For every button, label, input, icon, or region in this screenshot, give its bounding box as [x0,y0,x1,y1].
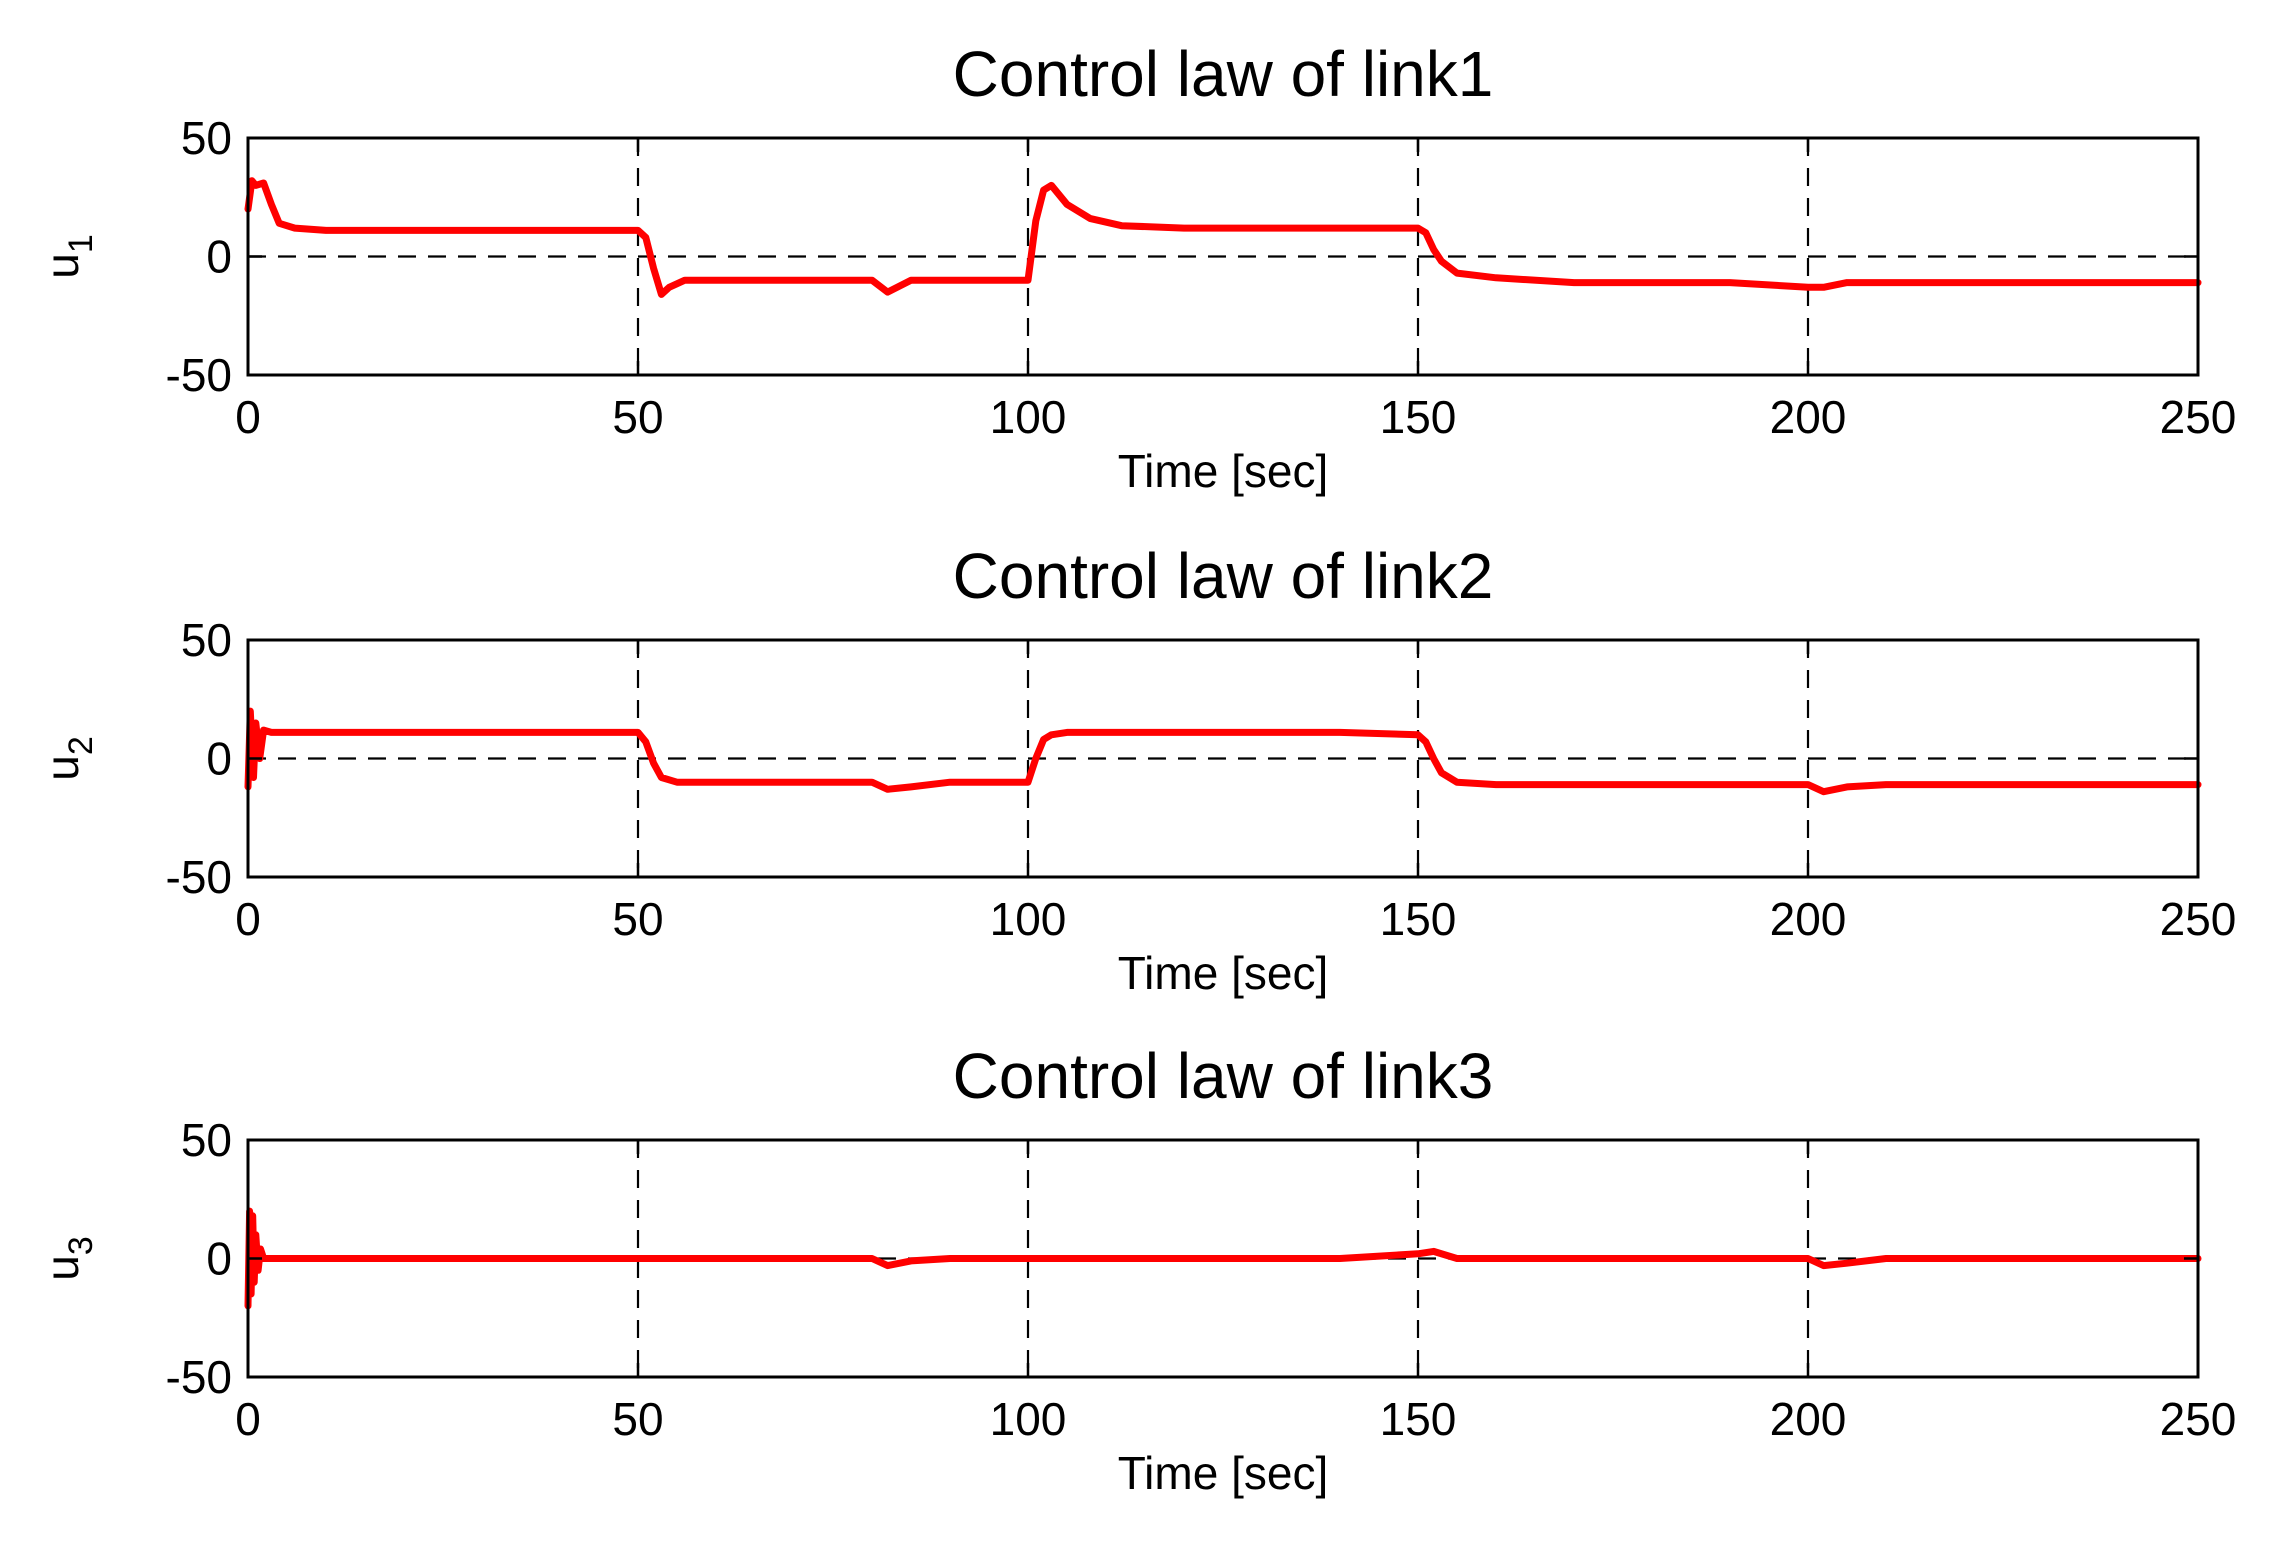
series-line [244,1207,2202,1310]
x-tick-label: 150 [1380,1393,1457,1445]
x-axis-label: Time [sec] [1118,445,1328,497]
chart-title: Control law of link2 [953,540,1494,612]
x-tick-label: 100 [990,1393,1067,1445]
y-axis-label: u2 [36,736,100,781]
y-axis-label-base: u [36,253,88,279]
x-tick-label: 0 [235,1393,261,1445]
x-axis-label: Time [sec] [1118,947,1328,999]
x-tick-label: 250 [2160,1393,2237,1445]
x-tick-label: 250 [2160,391,2237,443]
x-tick-label: 50 [612,1393,663,1445]
y-axis-label: u3 [36,1236,100,1281]
gridlines [248,640,2198,877]
y-tick-label: 50 [181,614,232,666]
y-tick-label: 0 [206,231,232,283]
x-tick-label: 50 [612,893,663,945]
x-tick-label: 150 [1380,391,1457,443]
y-axis-label-subscript: 3 [62,1236,100,1255]
x-axis-label: Time [sec] [1118,1447,1328,1499]
y-tick-label: 50 [181,112,232,164]
y-axis-label-base: u [36,755,88,781]
x-tick-label: 200 [1770,1393,1847,1445]
x-tick-label: 100 [990,893,1067,945]
x-tick-label: 200 [1770,391,1847,443]
chart-title: Control law of link1 [953,38,1494,110]
series-line [244,707,2202,796]
gridlines [248,138,2198,375]
x-tick-label: 150 [1380,893,1457,945]
y-axis-label-subscript: 2 [62,736,100,755]
x-tick-label: 0 [235,391,261,443]
y-tick-label: -50 [166,851,232,903]
y-axis-label-base: u [36,1255,88,1281]
x-tick-label: 250 [2160,893,2237,945]
series-line [244,177,2202,298]
x-tick-label: 200 [1770,893,1847,945]
y-axis-label: u1 [36,234,100,279]
x-tick-label: 50 [612,391,663,443]
x-tick-label: 0 [235,893,261,945]
chart-title: Control law of link3 [953,1040,1494,1112]
y-tick-label: 50 [181,1114,232,1166]
y-tick-label: -50 [166,1351,232,1403]
x-tick-label: 100 [990,391,1067,443]
y-axis-label-subscript: 1 [62,234,100,253]
y-tick-label: -50 [166,349,232,401]
y-tick-label: 0 [206,1233,232,1285]
y-tick-label: 0 [206,733,232,785]
